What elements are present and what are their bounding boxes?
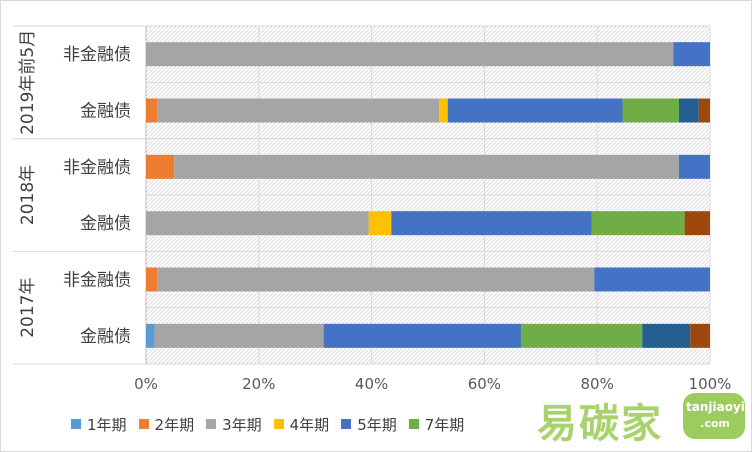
bar-segment (594, 267, 710, 292)
legend-item: 7年期 (408, 414, 465, 435)
group-label: 2018年 (18, 165, 38, 225)
row-label: 金融债 (80, 102, 131, 122)
bar-segment (690, 323, 710, 348)
site-watermark: 易碳家 tanjiaoyi .com (537, 389, 749, 449)
watermark-badge-tld: .com (700, 417, 730, 430)
bar-segment (439, 98, 448, 123)
x-tick-label: 100% (689, 375, 732, 393)
legend-swatch (273, 419, 284, 429)
bar-segment (684, 211, 710, 236)
bar-segment (146, 42, 674, 67)
group-label: 2017年 (18, 278, 38, 338)
bar-segment (642, 323, 691, 348)
bar-segment (447, 98, 623, 123)
bar-segment (157, 98, 440, 123)
legend-item: 2年期 (138, 414, 195, 435)
bar-segment (154, 323, 324, 348)
bar-segment (174, 154, 679, 179)
bar-segment (146, 154, 175, 179)
watermark-logo-text: 易碳家 (537, 401, 663, 447)
row-label: 金融债 (80, 327, 131, 347)
legend-label: 1年期 (87, 415, 127, 434)
legend-label: 2年期 (154, 415, 195, 434)
legend-swatch (206, 419, 217, 429)
bar-segment (146, 98, 158, 123)
bar-segment (157, 267, 595, 292)
watermark-badge-domain: tanjiaoyi (686, 400, 745, 414)
legend-label: 4年期 (289, 415, 330, 434)
watermark-badge: tanjiaoyi .com (683, 393, 745, 439)
bar-segment (698, 98, 710, 123)
x-tick-label: 60% (468, 375, 501, 393)
legend-label: 3年期 (222, 415, 262, 434)
legend-swatch (71, 419, 81, 429)
bar-segment (678, 98, 699, 123)
group-label: 2019年前5月 (18, 30, 38, 135)
bar-segment (678, 154, 710, 179)
legend-label: 7年期 (424, 415, 465, 434)
legend-item: 4年期 (273, 414, 330, 435)
row-label: 非金融债 (63, 45, 131, 65)
legend-item: 1年期 (71, 414, 127, 435)
bar-segment (673, 42, 710, 67)
bar-segment (323, 323, 522, 348)
legend: 1年期 2年期 3年期 4年期 5年期 7年期 (71, 411, 464, 437)
row-label: 非金融债 (63, 158, 131, 178)
x-tick-label: 80% (581, 375, 614, 393)
bar-segment (146, 323, 155, 348)
legend-swatch (408, 419, 419, 429)
legend-label: 5年期 (357, 415, 397, 434)
row-label: 金融债 (80, 214, 131, 234)
bar-segment (146, 211, 369, 236)
x-tick-label: 0% (134, 375, 158, 393)
bar-segment (622, 98, 679, 123)
bar-segment (521, 323, 643, 348)
bar-segment (591, 211, 685, 236)
bar-segment (368, 211, 392, 236)
legend-swatch (138, 419, 149, 429)
x-tick-label: 40% (355, 375, 388, 393)
legend-swatch (341, 419, 352, 429)
legend-item: 3年期 (206, 414, 262, 435)
bar-segment (391, 211, 592, 236)
row-label: 非金融债 (63, 271, 131, 291)
legend-item: 5年期 (341, 414, 397, 435)
x-tick-label: 20% (242, 375, 275, 393)
bar-segment (146, 267, 158, 292)
